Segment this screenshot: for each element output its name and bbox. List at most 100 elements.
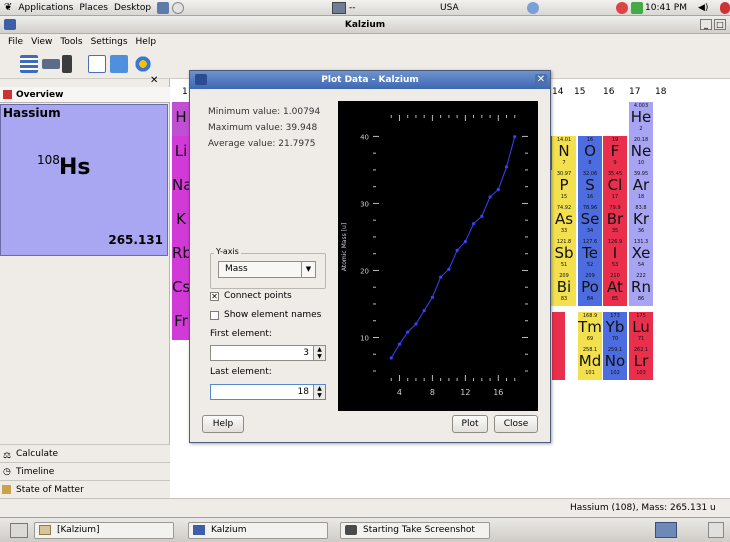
menu-view[interactable]: View	[31, 36, 53, 47]
update-icon[interactable]	[616, 2, 628, 14]
element-cell-i[interactable]: 126.9 I 53	[603, 238, 627, 272]
element-cell-o[interactable]: 16 O 8	[578, 136, 602, 170]
element-cell-h[interactable]: H	[172, 102, 190, 136]
tab-state-of-matter-label: State of Matter	[16, 485, 84, 495]
close-button[interactable]: Close	[494, 415, 538, 433]
element-cell-yb[interactable]: 173 Yb 70	[603, 312, 627, 346]
dialog-close-button[interactable]: ✕	[535, 74, 547, 86]
tab-calculate[interactable]: ⚖ Calculate	[0, 444, 170, 462]
last-element-spinbox[interactable]: 18 ▲ ▼	[210, 384, 326, 400]
element-cell-f[interactable]: 19 F 9	[603, 136, 627, 170]
element-cell-s[interactable]: 32.06 S 16	[578, 170, 602, 204]
element-cell-na[interactable]: Na	[172, 170, 190, 204]
element-cell-li[interactable]: Li	[172, 136, 190, 170]
element-number: 84	[586, 296, 594, 302]
dialog-app-icon	[195, 74, 207, 85]
task-kalzium[interactable]: Kalzium	[188, 522, 328, 539]
element-cell-k[interactable]: K	[172, 204, 190, 238]
element-cell-cs[interactable]: Cs	[172, 272, 190, 306]
foot-icon[interactable]: ❦	[4, 2, 13, 13]
element-cell-ne[interactable]: 20.18 Ne 10	[629, 136, 653, 170]
molecule-icon[interactable]	[134, 55, 152, 73]
tab-timeline[interactable]: ◷ Timeline	[0, 462, 170, 480]
element-cell-bi[interactable]: 209 Bi 83	[552, 272, 576, 306]
list-view-icon[interactable]	[20, 55, 38, 73]
volume-icon[interactable]: ◀)	[698, 3, 709, 13]
plot-icon[interactable]	[88, 55, 106, 73]
power-icon[interactable]	[631, 2, 643, 14]
element-cell-lr[interactable]: 262.1 Lr 103	[629, 346, 653, 380]
logout-icon[interactable]	[720, 2, 730, 14]
overview-tab[interactable]: Overview	[0, 87, 170, 103]
element-cell-kr[interactable]: 83.8 Kr 36	[629, 204, 653, 238]
last-element-label: Last element:	[210, 367, 272, 377]
element-number: 83	[560, 296, 568, 302]
element-cell-tm[interactable]: 168.9 Tm 69	[578, 312, 602, 346]
clock[interactable]: 10:41 PM	[645, 3, 687, 13]
element-cell-xe[interactable]: 131.3 Xe 54	[629, 238, 653, 272]
element-number: 102	[610, 370, 620, 376]
spin-arrows-icon[interactable]: ▲ ▼	[313, 385, 325, 399]
element-cell-lu[interactable]: 175 Lu 71	[629, 312, 653, 346]
element-mass: 258.1	[582, 347, 598, 353]
menu-tools[interactable]: Tools	[60, 36, 83, 47]
element-cell-te[interactable]: 127.6 Te 52	[578, 238, 602, 272]
element-cell-fr[interactable]: Fr	[172, 306, 190, 340]
element-cell-rb[interactable]: Rb	[172, 238, 190, 272]
spin-arrows-icon[interactable]: ▲ ▼	[313, 346, 325, 360]
minimize-button[interactable]: _	[700, 19, 712, 30]
element-cell-partial[interactable]	[552, 346, 565, 380]
element-cell-ar[interactable]: 39.95 Ar 18	[629, 170, 653, 204]
menu-settings[interactable]: Settings	[90, 36, 128, 47]
network-icon[interactable]	[527, 2, 539, 14]
task-kalzium-folder[interactable]: [Kalzium]	[34, 522, 174, 539]
workspace-switcher[interactable]	[655, 522, 677, 538]
connect-points-checkbox[interactable]: ✕	[210, 292, 219, 301]
menu-help[interactable]: Help	[135, 36, 157, 47]
element-cell-br[interactable]: 79.9 Br 35	[603, 204, 627, 238]
element-cell-sb[interactable]: 121.8 Sb 51	[552, 238, 576, 272]
task-screenshot[interactable]: Starting Take Screenshot	[340, 522, 490, 539]
window-list-icon[interactable]	[332, 2, 346, 14]
element-symbol: Hs	[59, 155, 91, 180]
element-cell-se[interactable]: 78.96 Se 34	[578, 204, 602, 238]
help-button[interactable]: Help	[202, 415, 244, 433]
element-symbol: Cl	[607, 176, 623, 194]
element-cell-he[interactable]: 4.003 He 2	[629, 102, 653, 136]
x-tick-label: 4	[397, 388, 402, 397]
connect-points-label[interactable]: Connect points	[224, 291, 292, 301]
element-number: 69	[586, 336, 594, 342]
maximize-button[interactable]: □	[714, 19, 726, 30]
show-element-names-checkbox[interactable]	[210, 311, 219, 320]
plot-button[interactable]: Plot	[452, 415, 488, 433]
trash-icon[interactable]	[708, 522, 724, 538]
element-cell-p[interactable]: 30.97 P 15	[552, 170, 576, 204]
places-menu[interactable]: Places	[79, 2, 108, 13]
first-element-spinbox[interactable]: 3 ▲ ▼	[210, 345, 326, 361]
calculate-icon: ⚖	[3, 451, 12, 461]
element-cell-partial[interactable]	[552, 312, 565, 346]
element-cell-po[interactable]: 209 Po 84	[578, 272, 602, 306]
calculator-icon[interactable]	[110, 55, 128, 73]
table-icon[interactable]	[62, 55, 72, 73]
show-element-names-label[interactable]: Show element names	[224, 310, 322, 320]
element-cell-md[interactable]: 258.1 Md 101	[578, 346, 602, 380]
panel-close-icon[interactable]: ✕	[150, 75, 159, 86]
element-cell-no[interactable]: 259.1 No 102	[603, 346, 627, 380]
desktop-menu[interactable]: Desktop	[114, 2, 152, 13]
tab-state-of-matter[interactable]: State of Matter	[0, 480, 170, 498]
help-launcher-icon[interactable]	[172, 1, 185, 14]
element-mass: 14.01	[556, 137, 572, 143]
keyboard-layout[interactable]: USA	[440, 3, 459, 13]
element-cell-cl[interactable]: 35.45 Cl 17	[603, 170, 627, 204]
element-cell-at[interactable]: 210 At 85	[603, 272, 627, 306]
element-cell-n[interactable]: 14.01 N 7	[552, 136, 576, 170]
keyboard-icon[interactable]	[42, 59, 60, 69]
element-cell-rn[interactable]: 222 Rn 86	[629, 272, 653, 306]
menu-file[interactable]: File	[8, 36, 24, 47]
element-cell-as[interactable]: 74.92 As 33	[552, 204, 576, 238]
y-axis-select[interactable]: Mass ▼	[218, 261, 316, 278]
applications-menu[interactable]: Applications	[18, 2, 74, 13]
launcher-icon[interactable]	[157, 1, 170, 14]
show-desktop-icon[interactable]	[10, 523, 28, 538]
